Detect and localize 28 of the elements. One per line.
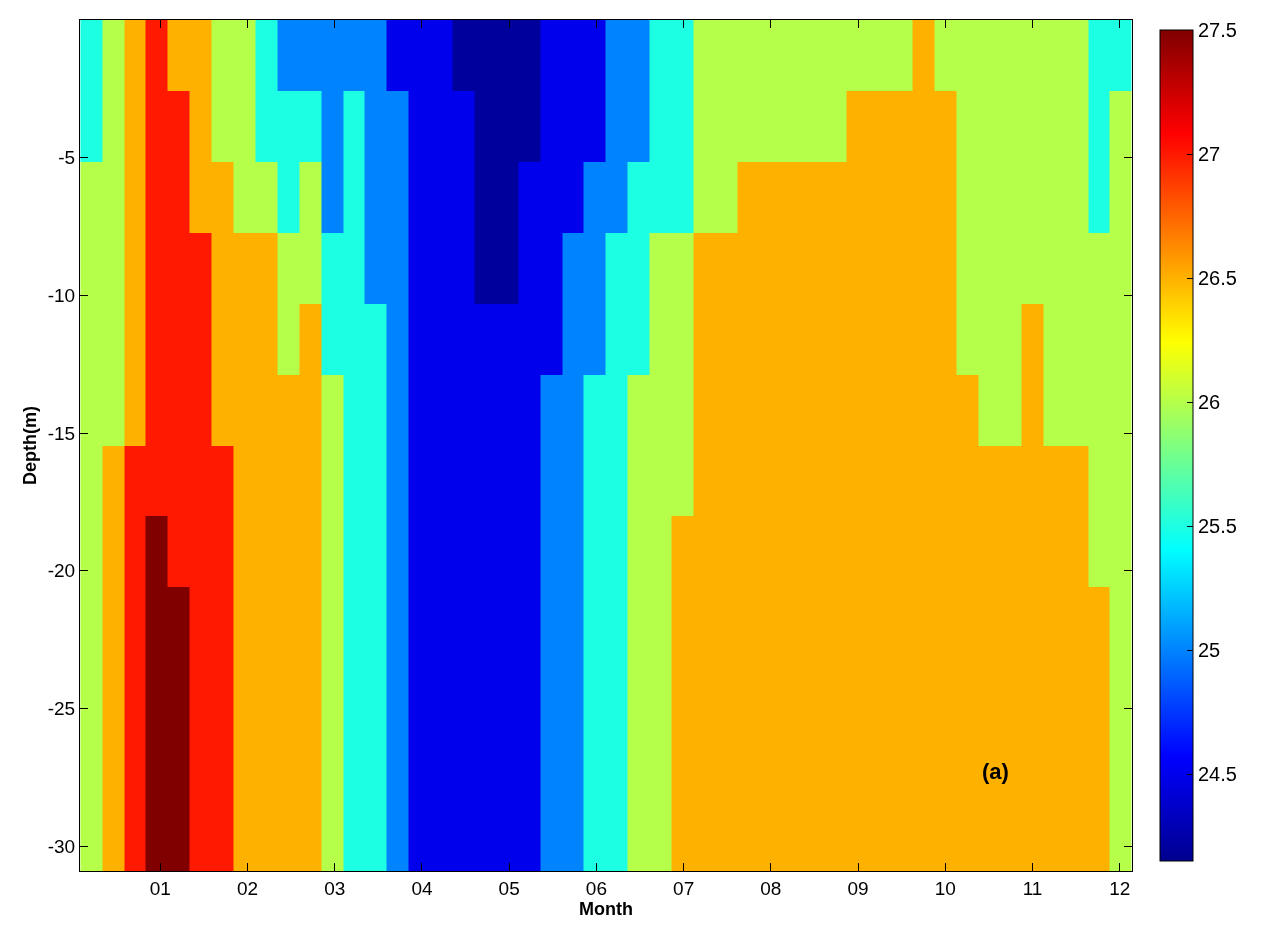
x-tick-label: 11 [1022, 877, 1043, 899]
x-tick-label: 10 [934, 877, 956, 899]
color-bar-label: 25.5 [1198, 515, 1237, 538]
x-tick-label: 12 [1109, 877, 1131, 899]
color-bar-label: 24.5 [1198, 763, 1237, 786]
y-tick-label: -15 [47, 422, 76, 444]
x-tick-label: 09 [847, 877, 869, 899]
color-bar-label: 26.5 [1198, 267, 1237, 290]
x-axis-title: Month [579, 898, 633, 919]
x-tick-label: 03 [324, 877, 346, 899]
y-tick-label: -30 [47, 835, 76, 857]
annotation: (a) [982, 759, 1009, 784]
x-tick-label: 04 [411, 877, 433, 899]
x-tick-label: 05 [498, 877, 520, 899]
color-bar-label: 25 [1198, 639, 1221, 662]
y-axis-title: Depth(m) [19, 406, 40, 485]
color-bar-label: 27 [1198, 143, 1221, 166]
color-bar-label: 26 [1198, 391, 1221, 414]
y-tick-label: -10 [47, 285, 76, 307]
y-tick-label: -5 [58, 147, 76, 169]
x-tick-label: 08 [760, 877, 782, 899]
color-bar-label: 27.5 [1198, 19, 1237, 41]
x-tick-label: 06 [585, 877, 607, 899]
x-tick-label: 01 [149, 877, 171, 899]
y-tick-label: -25 [47, 698, 76, 720]
x-tick-label: 02 [236, 877, 259, 899]
y-tick-label: -20 [47, 560, 76, 582]
x-tick-label: 07 [673, 877, 695, 899]
